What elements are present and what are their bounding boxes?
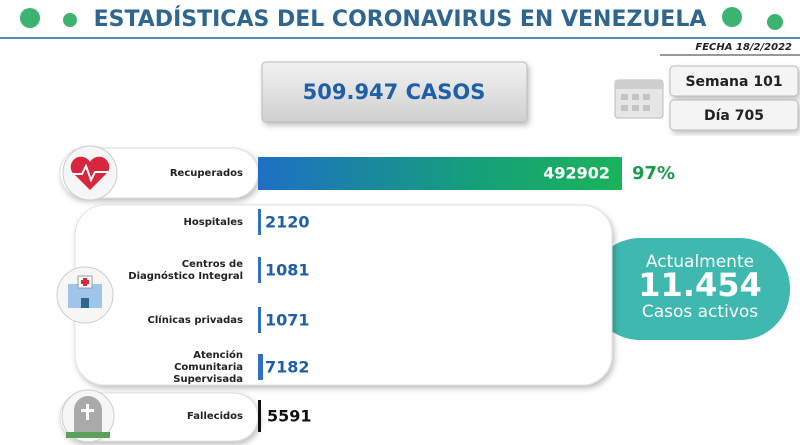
locations-panel (74, 204, 613, 386)
deaths-label: Fallecidos (187, 411, 243, 422)
recovered-bar (258, 157, 622, 190)
location-value: 1081 (265, 261, 310, 280)
location-value: 7182 (265, 358, 310, 377)
calendar-icon (614, 79, 664, 119)
recovered-percent: 97% (632, 163, 675, 184)
week: Semana 101 (685, 74, 782, 90)
location-label: Hospitales (184, 217, 244, 228)
location-value: 1071 (265, 311, 310, 330)
total-box (261, 61, 528, 123)
location-bar (258, 257, 261, 283)
header-bg (0, 0, 800, 38)
day: Día 705 (704, 108, 764, 124)
location-label: Centros de (182, 259, 243, 270)
location-bar (258, 354, 263, 380)
pulse-line (72, 163, 108, 183)
active-caption: Actualmente (646, 252, 754, 272)
week-box (669, 65, 799, 97)
deaths-bar (258, 400, 261, 432)
hospital-icon (68, 275, 102, 308)
active-pill (590, 238, 790, 340)
recovered-value: 492902 (543, 164, 610, 183)
location-label: Supervisada (173, 374, 243, 385)
virus-icons (20, 7, 783, 30)
title: ESTADÍSTICAS DEL CORONAVIRUS EN VENEZUEL… (94, 6, 707, 32)
day-box (669, 99, 799, 131)
active-subcaption: Casos activos (642, 302, 758, 322)
location-value: 2120 (265, 213, 310, 232)
tomb-icon (66, 396, 110, 438)
location-label: Comunitaria (174, 362, 243, 373)
location-label: Clínicas privadas (148, 314, 244, 326)
total: 509.947 CASOS (303, 80, 486, 104)
location-bar (258, 209, 261, 235)
location-label: Diagnóstico Integral (128, 270, 243, 282)
date: FECHA 18/2/2022 (695, 42, 792, 53)
recovered-label: Recuperados (170, 168, 243, 179)
active-value: 11.454 (638, 266, 761, 304)
location-bar (258, 307, 261, 333)
heart-icon (70, 156, 110, 190)
location-label: Atención (193, 349, 243, 361)
deaths-value: 5591 (267, 407, 312, 426)
